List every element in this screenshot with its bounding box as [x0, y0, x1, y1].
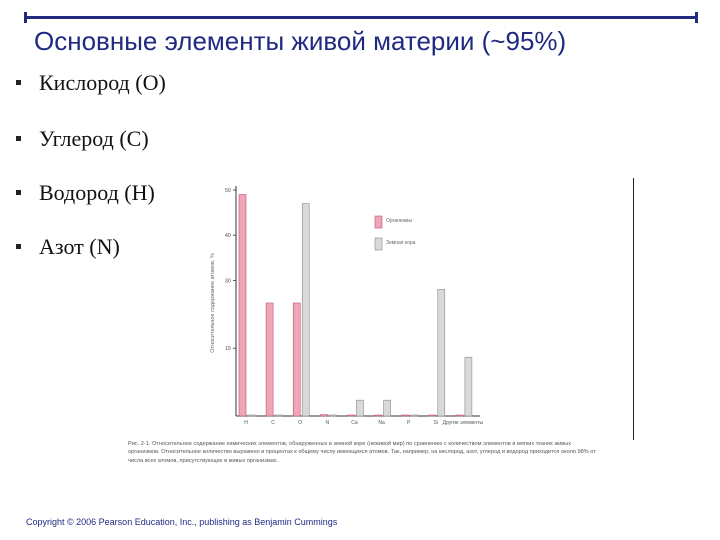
- bar-earth-crust: [437, 289, 446, 417]
- bullet-square-icon: [16, 136, 21, 142]
- figure-caption: Рис. 2-1. Относительное содержание химич…: [128, 441, 596, 464]
- element-abundance-chart: 15 30 40 50 Относительное содержание атомов,…: [210, 186, 484, 426]
- bar-organisms: [455, 414, 464, 417]
- x-tick-label: O: [298, 420, 302, 426]
- x-tick-label: Si: [434, 420, 438, 426]
- y-tick-label: 30: [225, 278, 231, 284]
- bar-earth-crust: [301, 203, 310, 417]
- copyright-text: Copyright © 2006 Pearson Education, Inc.…: [26, 517, 338, 527]
- bar-organisms: [374, 414, 382, 417]
- bullet-text: Водород (H): [39, 180, 155, 205]
- bullet-item: Водород (H): [16, 180, 155, 206]
- title-rule: [24, 16, 698, 19]
- bar-earth-crust: [247, 414, 256, 417]
- x-tick-label: P: [407, 420, 411, 426]
- x-tick-label: C: [271, 420, 275, 426]
- y-axis-label: Относительное содержание атомов, %: [210, 253, 216, 353]
- bar-organisms: [401, 414, 409, 417]
- bar-organisms: [265, 302, 274, 417]
- x-tick-label: Ca: [351, 420, 358, 426]
- slide-title: Основные элементы живой материи (~95%): [34, 26, 567, 56]
- bullet-square-icon: [16, 80, 21, 86]
- bullet-text: Кислород (O): [39, 70, 166, 95]
- x-tick-label: N: [326, 420, 330, 426]
- bullet-item: Углерод (C): [16, 126, 149, 152]
- legend-label: Земная кора: [386, 240, 416, 246]
- x-tick-label: Na: [378, 420, 385, 426]
- bar-earth-crust: [410, 414, 418, 417]
- bar-earth-crust: [329, 414, 337, 417]
- bullet-square-icon: [16, 244, 21, 250]
- bullet-item: Азот (N): [16, 234, 120, 260]
- bar-earth-crust: [356, 399, 364, 417]
- bar-organisms: [238, 194, 247, 417]
- bar-earth-crust: [383, 399, 391, 417]
- title-rule-left-end: [24, 12, 27, 23]
- y-tick-label: 15: [225, 346, 231, 352]
- y-tick-label: 50: [225, 188, 231, 194]
- bar-earth-crust: [464, 356, 473, 417]
- bullet-square-icon: [16, 190, 21, 196]
- x-tick-label: Другие элементы: [443, 420, 484, 426]
- legend-swatch: [374, 237, 383, 251]
- bullet-text: Углерод (C): [39, 126, 149, 151]
- figure-border-line: [633, 178, 634, 440]
- bullet-item: Кислород (O): [16, 70, 166, 96]
- y-tick-label: 40: [225, 233, 231, 239]
- x-tick-label: H: [244, 420, 248, 426]
- legend-swatch: [374, 215, 383, 229]
- bar-organisms: [320, 414, 328, 417]
- bar-organisms: [347, 414, 355, 417]
- bar-organisms: [292, 302, 301, 417]
- legend-label: Организмы: [386, 218, 412, 224]
- bullet-text: Азот (N): [39, 234, 120, 259]
- title-rule-right-end: [695, 12, 698, 23]
- bar-organisms: [428, 414, 437, 417]
- bar-earth-crust: [274, 414, 283, 417]
